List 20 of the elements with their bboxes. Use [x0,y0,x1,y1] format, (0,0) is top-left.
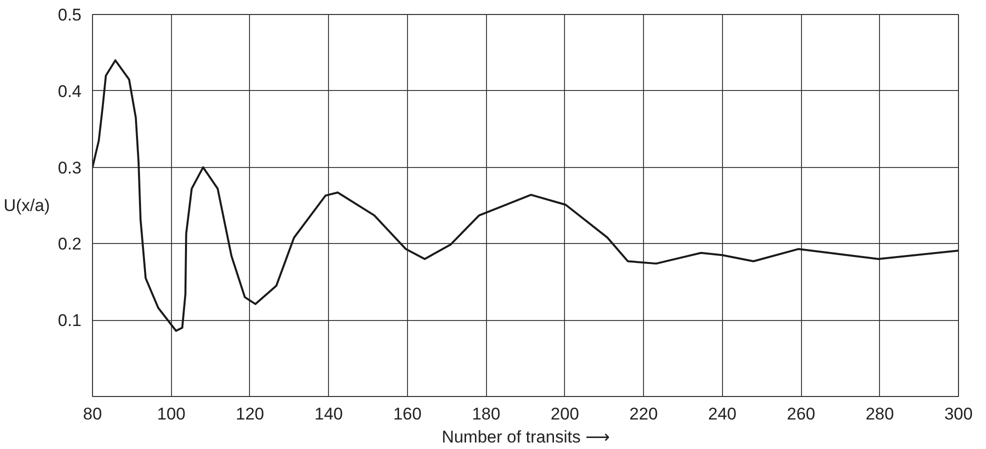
y-tick-label: 0.4 [58,82,82,101]
x-tick-label: 280 [866,404,894,424]
x-tick-label: 100 [157,404,186,424]
y-tick-label: 0.3 [58,158,82,178]
line-series [92,59,958,332]
x-tick-label: 180 [472,404,500,424]
x-tick-label: 240 [708,404,737,424]
y-tick-label: 0.5 [58,6,82,24]
x-tick-label: 120 [236,404,264,424]
x-tick-label: 140 [314,404,343,424]
x-tick-label: 80 [83,404,102,424]
x-tick-label: 300 [944,404,973,424]
x-tick-label: 260 [786,404,816,424]
y-tick-label: 0.1 [58,311,82,330]
x-tick-label: 160 [393,404,422,424]
x-tick-label: 220 [629,404,658,424]
y-tick-label: 0.2 [58,234,82,254]
y-axis-title: U(x/a) [4,196,50,215]
x-tick-label: 200 [550,404,580,424]
x-axis-title: Number of transits ⟶ [442,428,610,446]
